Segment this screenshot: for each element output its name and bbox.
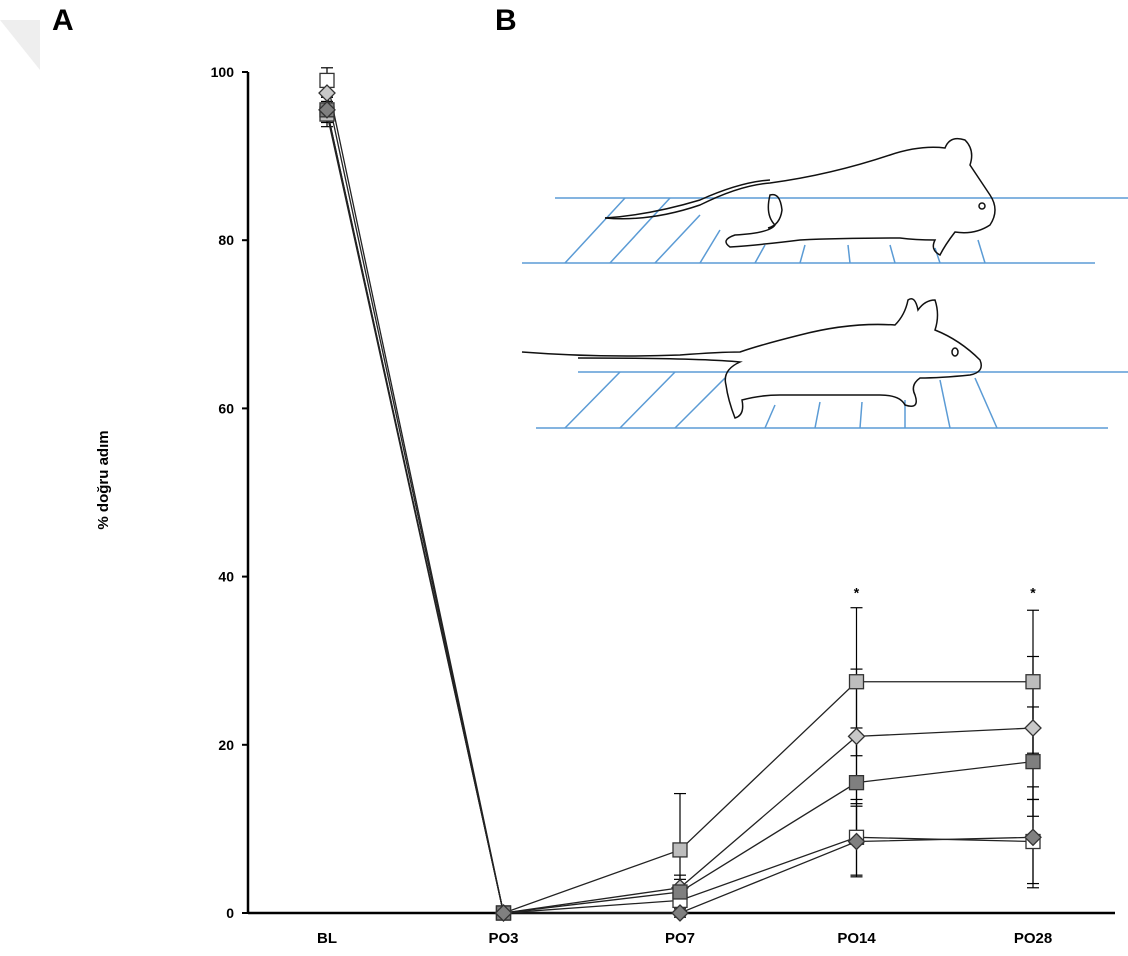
annotation: * [854, 585, 860, 601]
panel-label: B [495, 4, 517, 37]
marker [847, 727, 866, 746]
corner-decoration [0, 20, 40, 70]
marker [494, 904, 513, 922]
y-tick-label: 100 [211, 64, 235, 80]
series-line [326, 109, 1034, 914]
x-tick-label: BL [317, 930, 337, 947]
y-tick-label: 0 [226, 905, 234, 921]
y-tick-label: 80 [218, 232, 234, 248]
marker [847, 832, 866, 851]
marker [671, 904, 689, 922]
marker [672, 884, 688, 900]
x-tick-label: PO3 [488, 930, 518, 947]
marker [848, 674, 865, 690]
series-line [326, 109, 1034, 914]
marker [672, 842, 688, 858]
marker [318, 100, 336, 119]
marker [1024, 828, 1042, 847]
x-tick-label: PO7 [665, 930, 695, 947]
y-tick-label: 40 [218, 569, 234, 585]
mouse-illustration [521, 137, 1128, 429]
annotation: * [1030, 585, 1036, 601]
panel-label: A [52, 4, 74, 37]
x-tick-label: PO28 [1014, 930, 1052, 947]
y-tick-label: 60 [218, 400, 234, 416]
marker [1025, 753, 1041, 770]
marker [848, 774, 865, 791]
y-tick-label: 20 [218, 737, 234, 753]
marker [1025, 674, 1041, 690]
y-axis-label: % doğru adım [95, 430, 112, 529]
marker [1024, 719, 1042, 737]
series-line [326, 92, 1034, 914]
x-tick-label: PO14 [837, 930, 876, 947]
